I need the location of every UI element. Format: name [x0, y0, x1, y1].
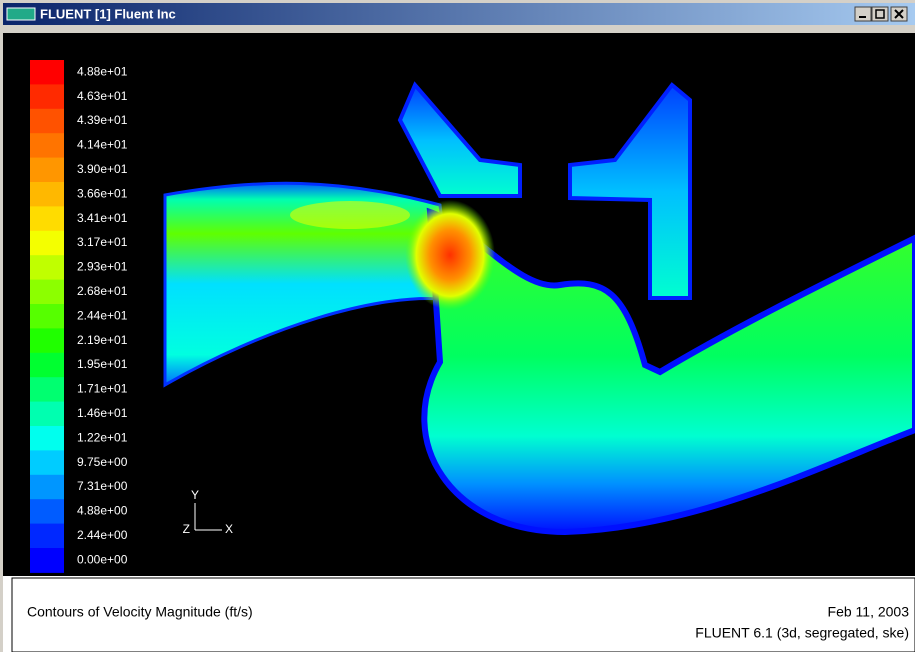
colorbar-label: 4.88e+01: [77, 64, 128, 78]
maximize-button[interactable]: [872, 7, 888, 21]
triad-z-label: Z: [183, 522, 190, 536]
colorbar-label: 3.66e+01: [77, 186, 128, 200]
caption-version: FLUENT 6.1 (3d, segregated, ske): [695, 625, 909, 641]
caption-description: Contours of Velocity Magnitude (ft/s): [27, 604, 253, 620]
colorbar-label: 1.95e+01: [77, 357, 128, 371]
colorbar-swatch: [30, 524, 64, 549]
colorbar-swatch: [30, 353, 64, 378]
colorbar-label: 3.17e+01: [77, 235, 128, 249]
colorbar-label: 1.71e+01: [77, 382, 128, 396]
minimize-button[interactable]: [855, 7, 871, 21]
colorbar-swatch: [30, 158, 64, 183]
colorbar-swatch: [30, 426, 64, 451]
colorbar-swatch: [30, 548, 64, 573]
colorbar-label: 2.44e+01: [77, 308, 128, 322]
colorbar-swatch: [30, 377, 64, 402]
colorbar-label: 3.90e+01: [77, 162, 128, 176]
colorbar-swatch: [30, 475, 64, 500]
colorbar-label: 0.00e+00: [77, 552, 128, 566]
app-icon: [7, 8, 35, 20]
colorbar-swatch: [30, 499, 64, 524]
colorbar-swatch: [30, 231, 64, 256]
colorbar-label: 3.41e+01: [77, 211, 128, 225]
colorbar-label: 4.63e+01: [77, 89, 128, 103]
colorbar-swatch: [30, 402, 64, 427]
high-velocity-zone: [405, 200, 495, 310]
colorbar-swatch: [30, 109, 64, 134]
colorbar-label: 4.88e+00: [77, 504, 128, 518]
colorbar-swatch: [30, 133, 64, 158]
colorbar-label: 4.39e+01: [77, 113, 128, 127]
colorbar-label: 1.46e+01: [77, 406, 128, 420]
caption-date: Feb 11, 2003: [828, 604, 910, 620]
colorbar-swatch: [30, 60, 64, 85]
colorbar-swatch: [30, 182, 64, 207]
colorbar-swatch: [30, 304, 64, 329]
colorbar-label: 2.93e+01: [77, 260, 128, 274]
window-controls[interactable]: [855, 7, 907, 21]
colorbar-label: 2.44e+00: [77, 528, 128, 542]
colorbar-label: 2.68e+01: [77, 284, 128, 298]
colorbar-swatch: [30, 255, 64, 280]
colorbar-label: 4.14e+01: [77, 138, 128, 152]
colorbar-swatch: [30, 84, 64, 109]
triad-x-label: X: [225, 522, 233, 536]
triad-y-label: Y: [191, 488, 199, 502]
fluent-window: FLUENT [1] Fluent Inc 4.88e+01 4.63e+01 4.…: [0, 0, 915, 652]
colorbar-swatch: [30, 328, 64, 353]
colorbar-swatch: [30, 206, 64, 231]
window-title: FLUENT [1] Fluent Inc: [40, 6, 176, 21]
jet-core: [290, 201, 410, 229]
colorbar-swatch: [30, 450, 64, 475]
colorbar-label: 9.75e+00: [77, 455, 128, 469]
colorbar-label: 2.19e+01: [77, 333, 128, 347]
colorbar-label: 7.31e+00: [77, 479, 128, 493]
colorbar-swatch: [30, 280, 64, 305]
colorbar-label: 1.22e+01: [77, 430, 128, 444]
